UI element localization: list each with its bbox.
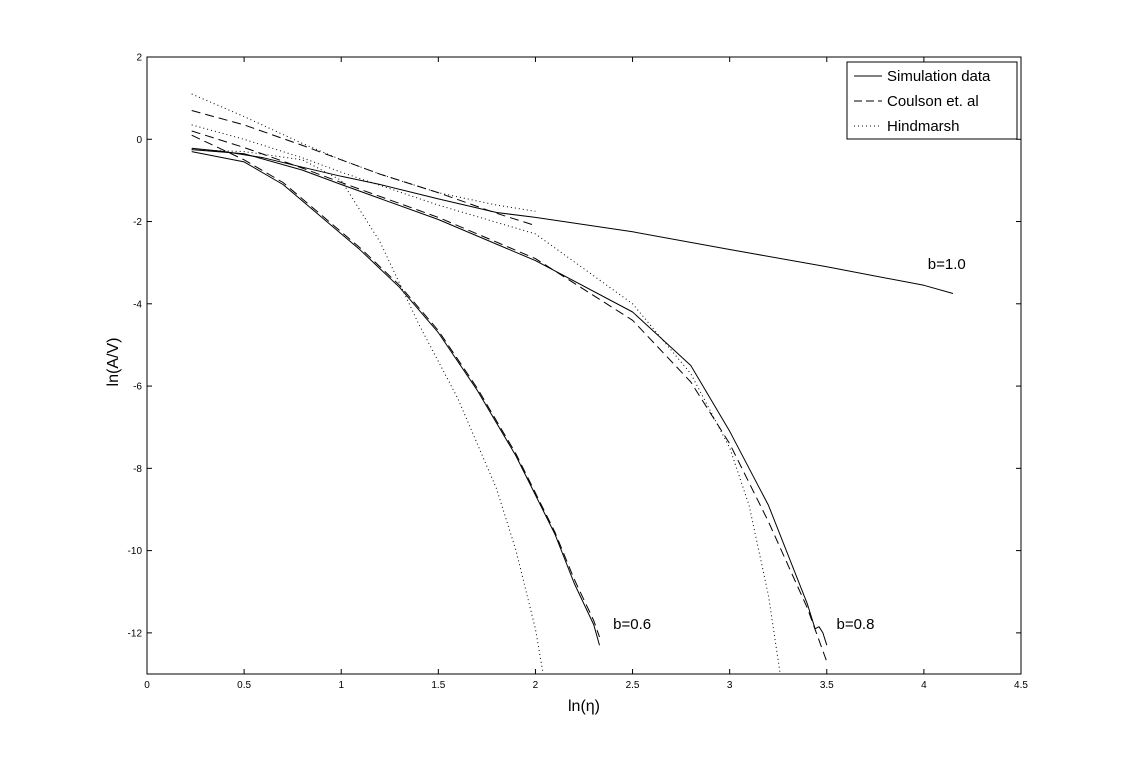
annotation-layer: b=1.0 b=0.6 b=0.8 bbox=[613, 256, 966, 633]
y-tick-label: 0 bbox=[136, 135, 142, 146]
plot-area bbox=[146, 56, 1022, 675]
curve-annotation: b=0.6 bbox=[613, 616, 651, 633]
series-b06-dotted bbox=[191, 149, 544, 675]
series-b08-dashed bbox=[191, 130, 828, 662]
x-tick-label: 0.5 bbox=[237, 680, 251, 691]
x-tick-label: 3 bbox=[727, 680, 733, 691]
legend-box bbox=[846, 61, 1018, 140]
y-tick-label: -4 bbox=[133, 299, 142, 310]
axis-ticks: 0 0.5 1 1.5 2 2.5 3 3.5 4 4.5 2 0 -2 -4 -6 -8 -10 -12 bbox=[128, 53, 1029, 692]
series-layer bbox=[191, 93, 954, 675]
legend-label-hindmarsh: Hindmarsh bbox=[887, 118, 960, 135]
curve-annotation: b=0.8 bbox=[836, 616, 874, 633]
x-tick-label: 2 bbox=[533, 680, 539, 691]
y-tick-label: -12 bbox=[128, 628, 143, 639]
series-b06-solid bbox=[191, 151, 600, 646]
series-b06-dashed bbox=[191, 134, 600, 638]
series-b08-solid bbox=[191, 149, 828, 646]
legend-label-simulation: Simulation data bbox=[887, 68, 991, 85]
series-b10-dashed bbox=[191, 110, 536, 227]
y-axis-title: ln(A/V) bbox=[105, 338, 122, 387]
x-tick-label: 4 bbox=[921, 680, 927, 691]
y-tick-label: -6 bbox=[133, 382, 142, 393]
x-tick-label: 2.5 bbox=[626, 680, 640, 691]
x-axis-title: ln(η) bbox=[568, 698, 600, 715]
x-tick-label: 4.5 bbox=[1014, 680, 1028, 691]
x-tick-label: 3.5 bbox=[820, 680, 834, 691]
y-tick-label: -10 bbox=[128, 546, 143, 557]
y-tick-label: -2 bbox=[133, 217, 142, 228]
x-tick-label: 0 bbox=[144, 680, 150, 691]
series-b10-dotted bbox=[191, 93, 536, 212]
y-tick-label: -8 bbox=[133, 464, 142, 475]
curve-annotation: b=1.0 bbox=[928, 256, 966, 273]
x-tick-label: 1 bbox=[338, 680, 344, 691]
series-b08-dotted bbox=[191, 124, 781, 675]
legend: Simulation data Coulson et. al Hindmarsh bbox=[846, 61, 1018, 140]
series-b10-solid bbox=[191, 147, 954, 294]
y-tick-label: 2 bbox=[136, 53, 142, 64]
legend-label-coulson: Coulson et. al bbox=[887, 93, 979, 110]
x-tick-label: 1.5 bbox=[431, 680, 445, 691]
